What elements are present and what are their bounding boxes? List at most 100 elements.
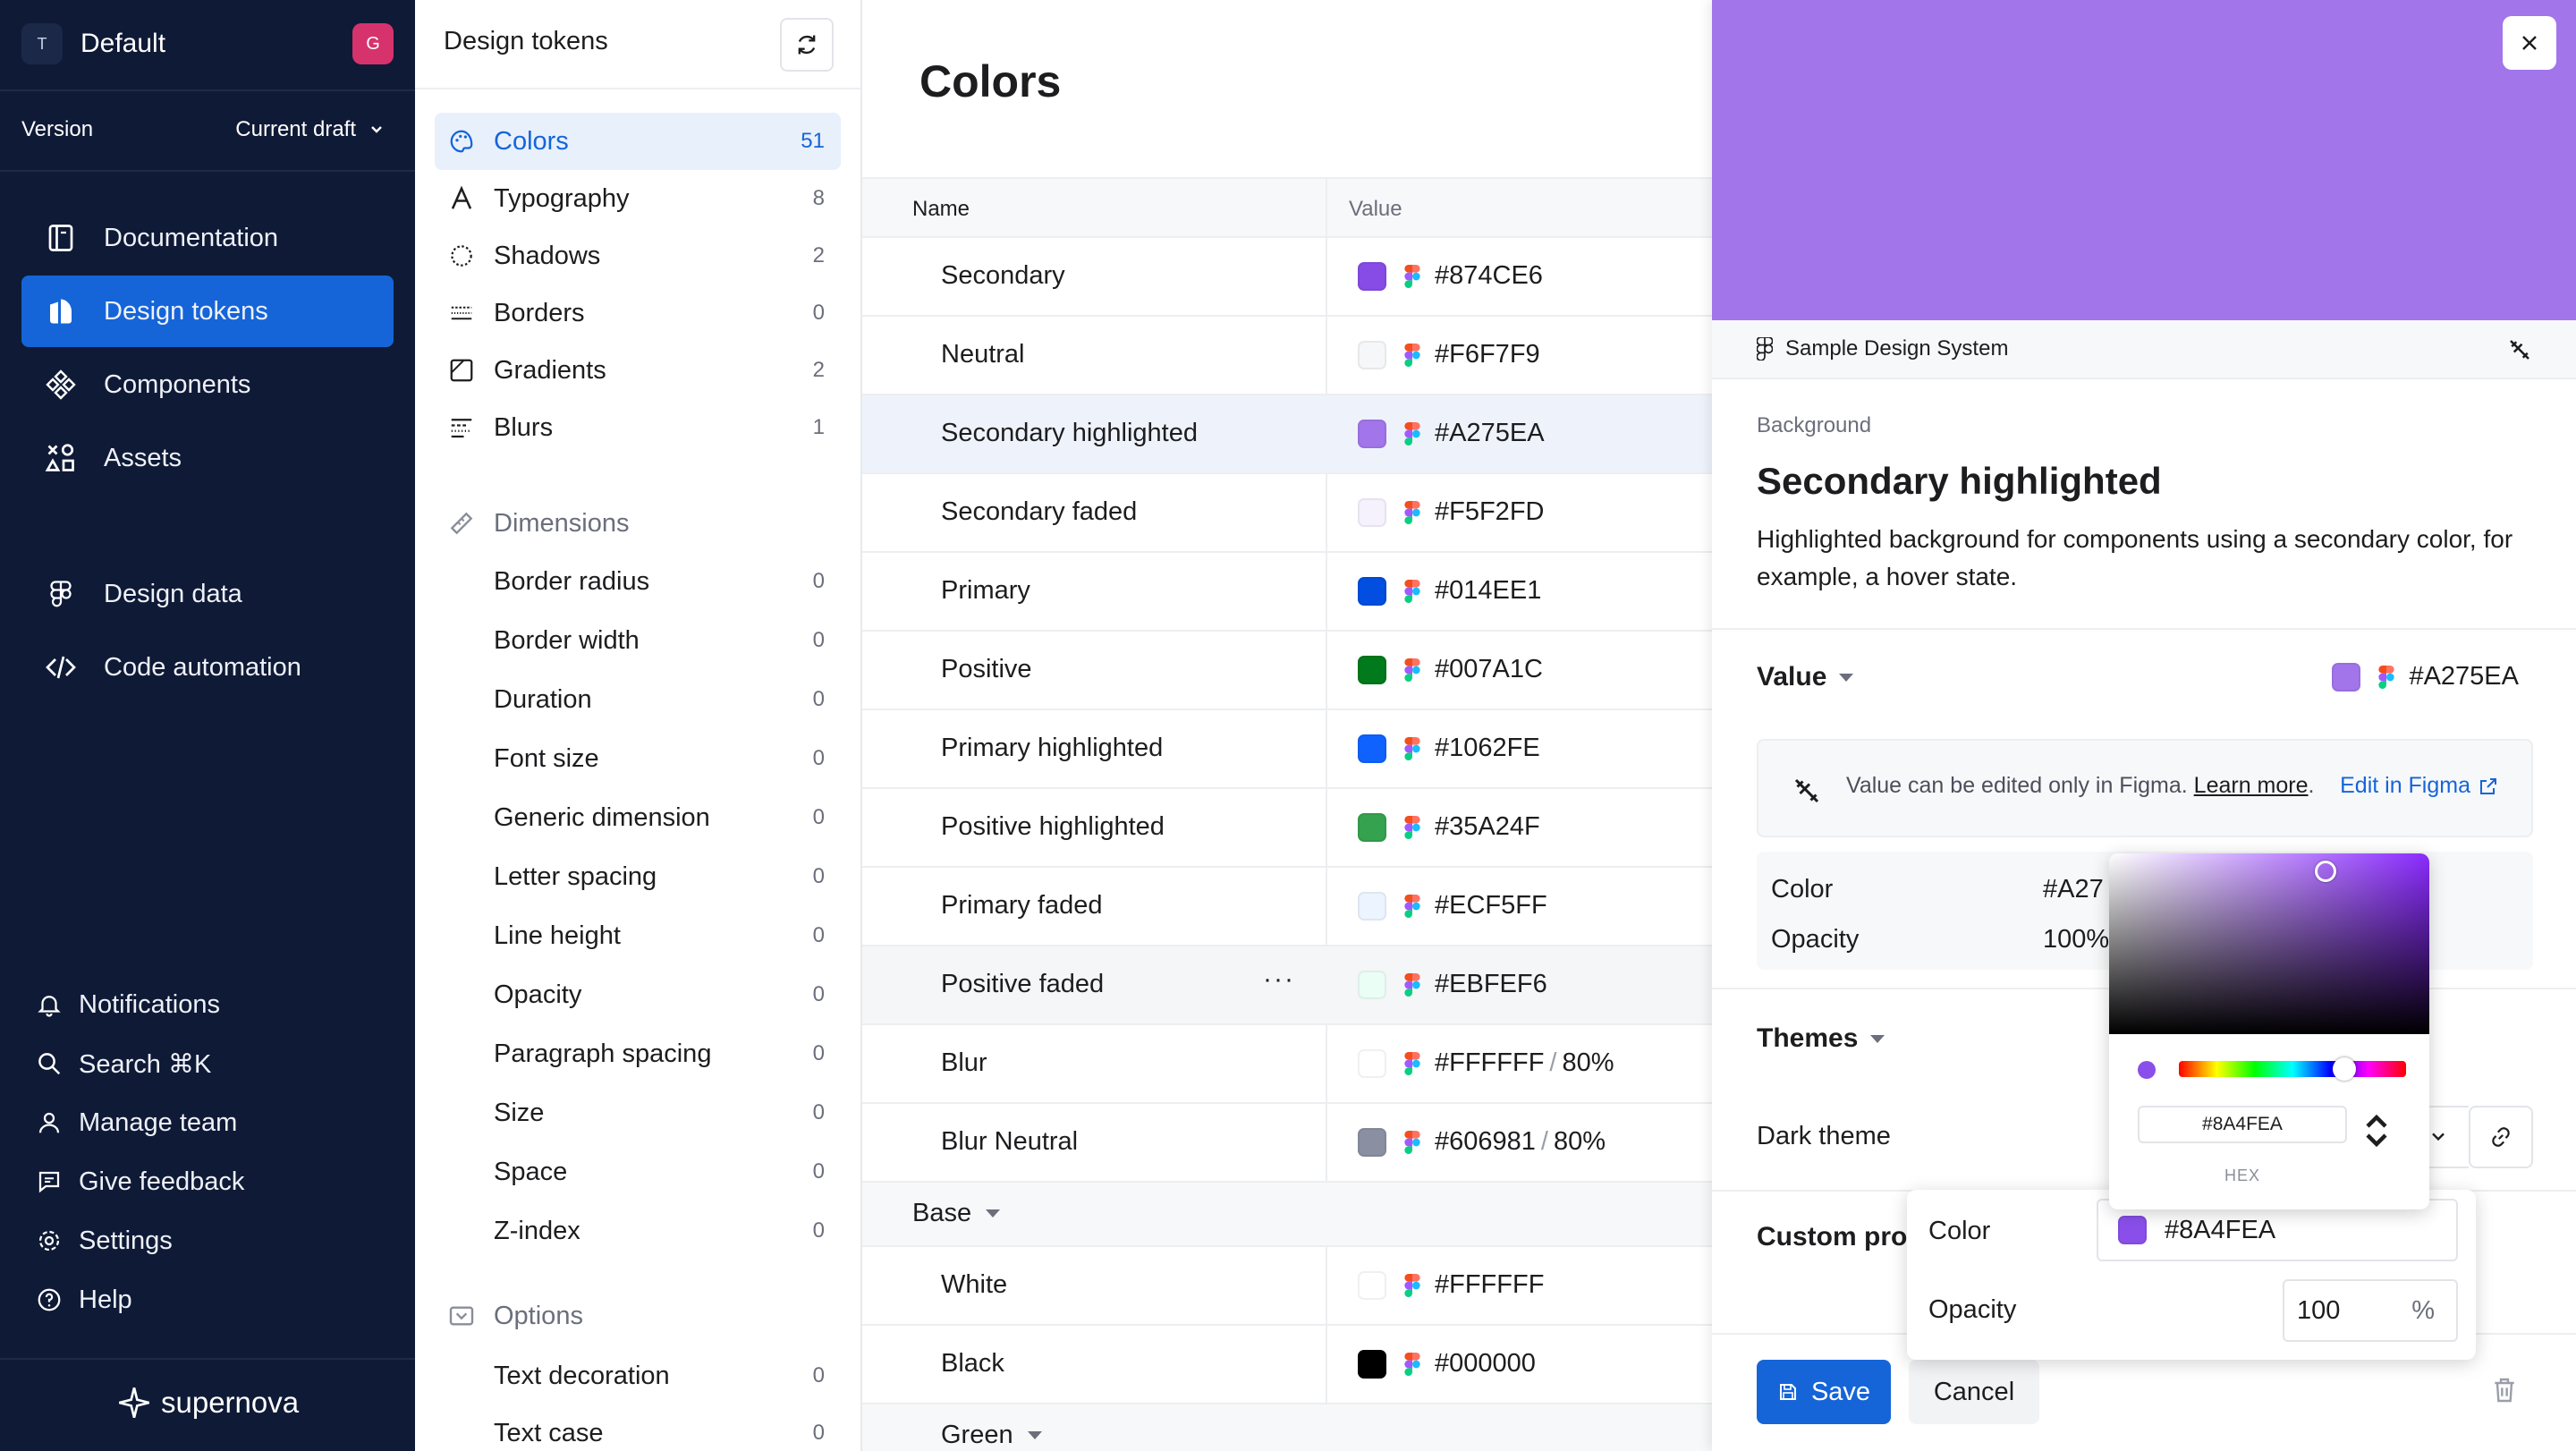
edit-in-figma-link[interactable]: Edit in Figma	[2340, 773, 2499, 799]
nav-item-components[interactable]: Components	[21, 349, 394, 420]
category-colors[interactable]: Colors 51	[435, 113, 841, 170]
nav-item-documentation[interactable]: Documentation	[21, 202, 394, 274]
category-opacity[interactable]: Opacity 0	[435, 966, 841, 1023]
category-typography[interactable]: Typography 8	[435, 170, 841, 227]
nav-give-feedback[interactable]: Give feedback	[36, 1159, 244, 1204]
table-row[interactable]: Secondary #874CE6	[862, 238, 1714, 317]
hue-handle[interactable]	[2333, 1057, 2356, 1081]
table-row[interactable]: Primary highlighted #1062FE	[862, 710, 1714, 789]
table-row[interactable]: Black #000000	[862, 1326, 1714, 1404]
nav-bottom-label: Manage team	[79, 1107, 238, 1137]
category-font-size[interactable]: Font size 0	[435, 730, 841, 787]
category-generic-dimension[interactable]: Generic dimension 0	[435, 789, 841, 846]
category-z-index[interactable]: Z-index 0	[435, 1202, 841, 1260]
value-section-toggle[interactable]: Value	[1757, 662, 1854, 692]
nav-item-design-data[interactable]: Design data	[21, 558, 394, 630]
table-row[interactable]: Blur Neutral #606981/80%	[862, 1104, 1714, 1183]
category-shadows[interactable]: Shadows 2	[435, 227, 841, 284]
token-name: Positive	[941, 655, 1032, 683]
table-row[interactable]: Positive #007A1C	[862, 632, 1714, 710]
nav-settings[interactable]: Settings	[36, 1218, 173, 1263]
format-stepper-icon[interactable]	[2363, 1113, 2390, 1149]
popover-color-swatch[interactable]	[2118, 1216, 2147, 1244]
token-value: #606981/80%	[1358, 1127, 1606, 1157]
hue-slider[interactable]	[2179, 1061, 2406, 1077]
saturation-value-area[interactable]	[2109, 853, 2429, 1034]
category-paragraph-spacing[interactable]: Paragraph spacing 0	[435, 1025, 841, 1082]
category-space[interactable]: Space 0	[435, 1143, 841, 1201]
current-color-dot	[2138, 1061, 2156, 1079]
nav-item-design-tokens[interactable]: Design tokens	[21, 276, 394, 347]
category-border-radius[interactable]: Border radius 0	[435, 553, 841, 610]
category-borders[interactable]: Borders 0	[435, 284, 841, 342]
nav-item-assets[interactable]: Assets	[21, 422, 394, 494]
category-label: Space	[494, 1157, 568, 1186]
nav-manage-team[interactable]: Manage team	[36, 1100, 237, 1145]
figma-edit-notice: Value can be edited only in Figma. Learn…	[1757, 739, 2533, 837]
themes-section-toggle[interactable]: Themes	[1757, 1023, 1885, 1054]
category-text-decoration[interactable]: Text decoration 0	[435, 1347, 841, 1404]
workspace-header[interactable]: T Default G	[21, 21, 394, 66]
hex-input[interactable]: #8A4FEA	[2138, 1106, 2347, 1143]
unlink-icon[interactable]	[2506, 336, 2533, 363]
nav-search[interactable]: Search ⌘K	[36, 1041, 211, 1086]
more-actions-button[interactable]: ···	[1263, 964, 1295, 994]
table-row[interactable]: Positive highlighted #35A24F	[862, 789, 1714, 868]
category-letter-spacing[interactable]: Letter spacing 0	[435, 848, 841, 905]
options-icon	[449, 1306, 474, 1326]
nav-help[interactable]: Help	[36, 1277, 132, 1322]
version-selector[interactable]: Version Current draft	[21, 111, 383, 148]
category-group-dimensions[interactable]: Dimensions	[447, 501, 630, 546]
category-count: 0	[812, 805, 825, 829]
category-duration[interactable]: Duration 0	[435, 671, 841, 728]
category-label: Blurs	[494, 412, 554, 442]
category-border-width[interactable]: Border width 0	[435, 612, 841, 669]
category-group-options[interactable]: Options	[447, 1294, 583, 1338]
table-row[interactable]: Secondary highlighted #A275EA	[862, 395, 1714, 474]
link-token-button[interactable]	[2469, 1106, 2533, 1168]
user-avatar[interactable]: G	[352, 23, 394, 64]
category-blurs[interactable]: Blurs 1	[435, 399, 841, 456]
category-size[interactable]: Size 0	[435, 1084, 841, 1141]
color-prop-label: Color	[1771, 875, 1834, 904]
category-text-case[interactable]: Text case 0	[435, 1404, 841, 1451]
version-dropdown[interactable]: Current draft	[235, 117, 383, 142]
column-header-name[interactable]: Name	[912, 197, 970, 221]
group-row-base[interactable]: Base	[862, 1183, 1714, 1247]
notice-text: Value can be edited only in Figma. Learn…	[1846, 773, 2314, 799]
table-row[interactable]: Blur #FFFFFF/80%	[862, 1025, 1714, 1104]
save-label: Save	[1810, 1377, 1871, 1406]
user-icon	[38, 1112, 60, 1133]
category-label: Shadows	[494, 241, 601, 270]
column-header-value[interactable]: Value	[1349, 197, 1402, 221]
popover-opacity-label: Opacity	[1928, 1295, 2017, 1324]
table-row[interactable]: Neutral #F6F7F9	[862, 317, 1714, 395]
category-label: Border radius	[494, 566, 650, 596]
table-row[interactable]: Primary #014EE1	[862, 553, 1714, 632]
table-row[interactable]: Positive faded ··· #EBFEF6	[862, 946, 1714, 1025]
save-button[interactable]: Save	[1757, 1360, 1891, 1424]
table-row[interactable]: Primary faded #ECF5FF	[862, 868, 1714, 946]
close-button[interactable]	[2503, 16, 2556, 70]
nav-item-code-automation[interactable]: Code automation	[21, 632, 394, 703]
color-swatch	[1358, 340, 1386, 369]
popover-opacity-field[interactable]: 100 %	[2283, 1279, 2458, 1342]
category-gradients[interactable]: Gradients 2	[435, 342, 841, 399]
category-label: Colors	[494, 126, 569, 156]
group-row-green[interactable]: Green	[862, 1404, 1714, 1451]
saturation-handle[interactable]	[2315, 861, 2336, 882]
learn-more-link[interactable]: Learn more	[2193, 773, 2309, 798]
category-line-height[interactable]: Line height 0	[435, 907, 841, 964]
gradient-icon	[450, 359, 473, 382]
refresh-button[interactable]	[780, 18, 834, 72]
unlink-icon	[1794, 778, 1819, 803]
nav-bottom-label: Help	[79, 1285, 132, 1314]
figma-icon	[1404, 1130, 1420, 1154]
table-row[interactable]: White #FFFFFF	[862, 1247, 1714, 1326]
nav-notifications[interactable]: Notifications	[36, 982, 220, 1027]
divider	[0, 89, 415, 91]
cancel-button[interactable]: Cancel	[1909, 1360, 2039, 1424]
table-row[interactable]: Secondary faded #F5F2FD	[862, 474, 1714, 553]
token-value: #A275EA	[1358, 419, 1545, 448]
trash-icon[interactable]	[2490, 1376, 2519, 1404]
